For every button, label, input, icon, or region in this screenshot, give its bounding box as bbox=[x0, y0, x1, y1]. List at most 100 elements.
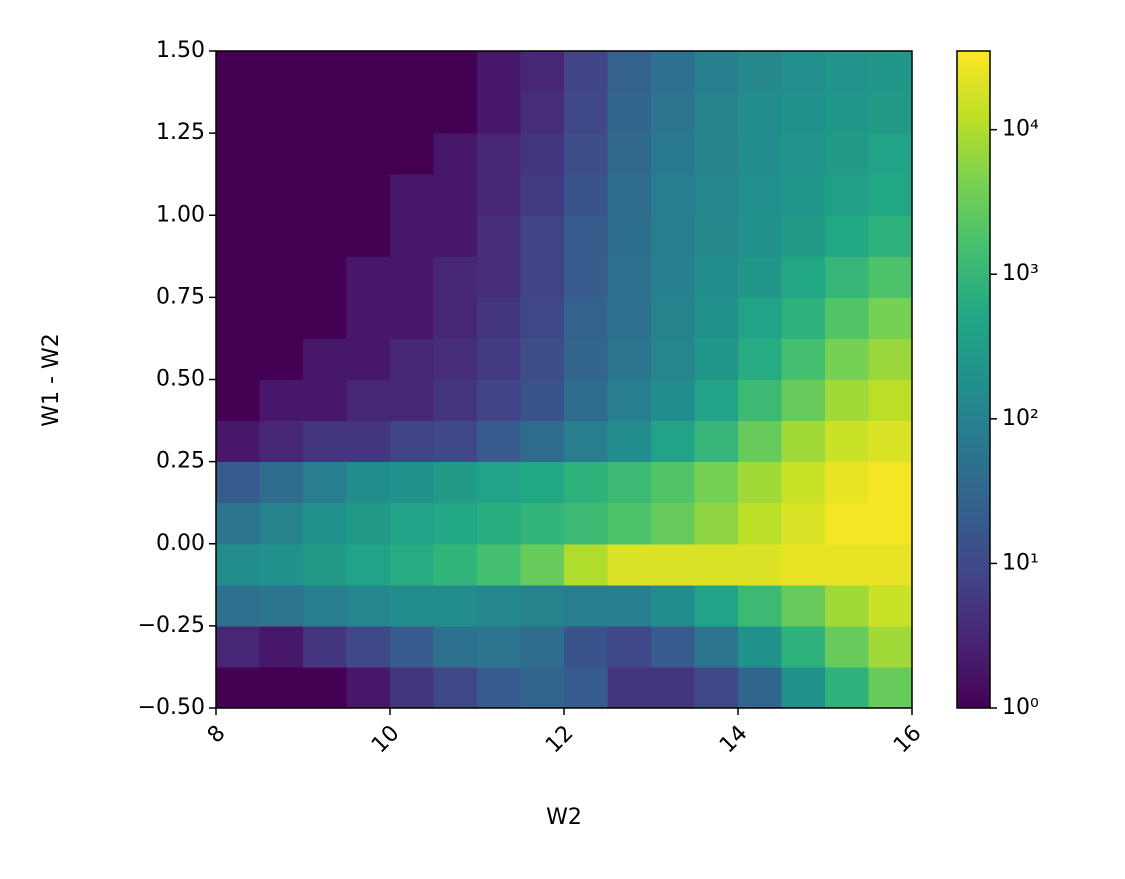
bin bbox=[651, 543, 695, 586]
bin bbox=[564, 92, 608, 134]
bin bbox=[694, 420, 739, 463]
bin bbox=[390, 502, 434, 545]
bin bbox=[651, 297, 695, 339]
bin bbox=[651, 338, 695, 380]
bin bbox=[390, 174, 434, 216]
bin bbox=[520, 461, 565, 504]
bin bbox=[520, 297, 565, 339]
bin bbox=[564, 133, 608, 175]
bin bbox=[781, 338, 826, 380]
bin bbox=[825, 625, 869, 668]
colorbar-tick-label: 10¹ bbox=[1002, 550, 1039, 575]
x-tick-label: 16 bbox=[889, 721, 926, 758]
bin bbox=[564, 502, 608, 545]
bin bbox=[259, 584, 304, 627]
bin bbox=[825, 297, 869, 339]
bin bbox=[390, 625, 434, 668]
bin bbox=[738, 502, 782, 545]
bin bbox=[564, 461, 608, 504]
bin bbox=[259, 420, 304, 463]
bin bbox=[738, 92, 782, 134]
bin bbox=[216, 215, 260, 257]
bin bbox=[564, 297, 608, 339]
bin bbox=[390, 51, 434, 93]
x-tick-label: 8 bbox=[203, 721, 231, 749]
bin bbox=[477, 338, 521, 380]
bin bbox=[738, 543, 782, 586]
bin bbox=[433, 338, 478, 380]
bin bbox=[607, 502, 652, 545]
bin bbox=[694, 461, 739, 504]
bin bbox=[781, 543, 826, 586]
bin bbox=[520, 584, 565, 627]
bin bbox=[607, 420, 652, 463]
bin bbox=[520, 51, 565, 93]
bin bbox=[259, 543, 304, 586]
bin bbox=[825, 502, 869, 545]
bin bbox=[738, 297, 782, 339]
bin bbox=[477, 215, 521, 257]
bin bbox=[607, 215, 652, 257]
bin bbox=[433, 420, 478, 463]
bin bbox=[781, 666, 826, 709]
bin bbox=[477, 502, 521, 545]
bin bbox=[564, 584, 608, 627]
bin bbox=[651, 379, 695, 422]
bin bbox=[259, 256, 304, 298]
bin bbox=[303, 133, 347, 175]
bin bbox=[868, 502, 913, 545]
bin bbox=[346, 461, 391, 504]
x-tick-label: 14 bbox=[715, 721, 752, 758]
bin bbox=[303, 379, 347, 422]
bin bbox=[607, 625, 652, 668]
bin bbox=[781, 625, 826, 668]
bin bbox=[520, 502, 565, 545]
bin bbox=[651, 625, 695, 668]
bin bbox=[346, 133, 391, 175]
bin bbox=[390, 256, 434, 298]
bin bbox=[694, 502, 739, 545]
bin bbox=[259, 666, 304, 709]
bin bbox=[694, 543, 739, 586]
bin bbox=[868, 297, 913, 339]
bin bbox=[607, 256, 652, 298]
bin bbox=[477, 625, 521, 668]
bin bbox=[216, 256, 260, 298]
bin bbox=[781, 461, 826, 504]
bin bbox=[825, 256, 869, 298]
bin bbox=[433, 584, 478, 627]
bin bbox=[520, 174, 565, 216]
bin bbox=[303, 625, 347, 668]
bin bbox=[651, 133, 695, 175]
heatmap bbox=[216, 51, 913, 709]
bin bbox=[520, 256, 565, 298]
bin bbox=[868, 174, 913, 216]
bin bbox=[520, 92, 565, 134]
bin bbox=[346, 420, 391, 463]
bin bbox=[216, 420, 260, 463]
bin bbox=[781, 584, 826, 627]
bin bbox=[216, 625, 260, 668]
bin bbox=[216, 338, 260, 380]
bin bbox=[781, 379, 826, 422]
bin bbox=[825, 379, 869, 422]
y-axis-label: W1 - W2 bbox=[39, 333, 64, 426]
bin bbox=[651, 666, 695, 709]
bin bbox=[433, 297, 478, 339]
bin bbox=[651, 51, 695, 93]
bin bbox=[303, 338, 347, 380]
bin bbox=[781, 51, 826, 93]
bin bbox=[216, 543, 260, 586]
bin bbox=[868, 584, 913, 627]
bin bbox=[694, 133, 739, 175]
bin bbox=[607, 297, 652, 339]
bin bbox=[259, 625, 304, 668]
bin bbox=[694, 215, 739, 257]
bin bbox=[520, 543, 565, 586]
bin bbox=[477, 461, 521, 504]
bin bbox=[346, 51, 391, 93]
bin bbox=[738, 666, 782, 709]
y-tick-label: −0.25 bbox=[138, 613, 205, 638]
bin bbox=[346, 256, 391, 298]
bin bbox=[651, 174, 695, 216]
